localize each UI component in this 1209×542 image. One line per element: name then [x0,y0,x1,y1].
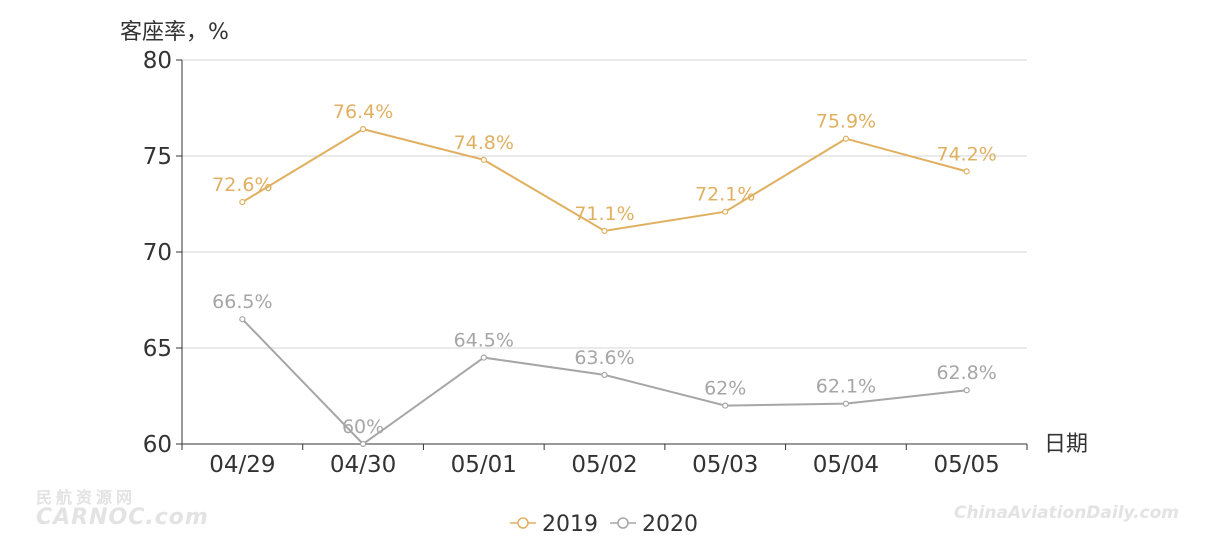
data-label-2019: 72.1% [695,184,755,206]
data-point-2020 [359,440,367,448]
x-tick-label: 05/03 [692,452,758,478]
x-tick-label: 04/29 [209,452,275,478]
y-tick-label: 60 [143,432,172,458]
data-point-2019 [842,135,850,142]
data-label-2020: 66.5% [212,291,272,313]
data-point-2019 [480,156,487,163]
legend-label-2020: 2020 [642,512,698,537]
x-axis-title: 日期 [1044,432,1088,457]
data-point-2019 [601,227,608,234]
data-point-2019 [963,168,970,175]
data-label-2019: 71.1% [574,203,634,225]
data-label-2020: 64.5% [454,330,514,352]
data-label-2020: 60% [342,416,384,438]
x-tick-label: 05/01 [451,452,517,478]
watermark-left-cn: 民航资源网 [36,488,137,507]
data-label-2020: 62.1% [816,376,876,398]
data-label-2019: 76.4% [333,101,393,123]
series-lines [239,126,970,448]
legend-label-2019: 2019 [542,512,598,537]
carnoc-watermark: 民航资源网 CARNOC.com [36,484,209,530]
data-labels: 72.6% 76.4% 74.8% 71.1% 72.1% 75.9% 74.2% 66.5%… [212,101,997,438]
data-point-2020 [963,387,970,394]
y-tick-label: 70 [143,240,172,266]
data-label-2020: 63.6% [574,347,634,369]
x-tick-label: 05/05 [933,452,999,478]
legend-swatch-marker [517,517,529,529]
watermark-right: ChinaAviationDaily.com [953,503,1179,523]
data-label-2020: 62.8% [936,362,996,384]
data-point-2019 [722,208,729,215]
grid-lines [182,59,1027,349]
x-tick-label: 05/02 [571,452,637,478]
x-tick-label: 04/30 [330,452,396,478]
axes: 60 65 70 75 80 04/29 04/30 05/01 05/02 05/03 05/04… [120,20,1088,478]
y-tick-label: 65 [143,336,172,362]
data-label-2019: 74.8% [454,132,514,154]
y-axis-title: 客座率，% [120,20,229,45]
watermark-left-en: CARNOC.com [36,505,209,530]
data-point-2020 [601,371,608,378]
data-label-2019: 75.9% [816,111,876,133]
legend: 2019 2020 [510,512,698,537]
data-point-2020 [480,354,487,361]
legend-swatch-marker [617,517,629,529]
data-label-2019: 72.6% [212,174,272,196]
data-point-2019 [239,198,246,206]
data-label-2020: 62% [704,378,746,400]
data-point-2020 [842,400,850,407]
data-point-2020 [239,316,246,323]
y-tick-label: 80 [143,48,172,74]
data-point-2019 [359,126,367,133]
data-label-2019: 74.2% [936,143,996,165]
y-tick-label: 75 [143,144,172,170]
x-tick-label: 05/04 [813,452,879,478]
data-point-2020 [722,402,729,409]
